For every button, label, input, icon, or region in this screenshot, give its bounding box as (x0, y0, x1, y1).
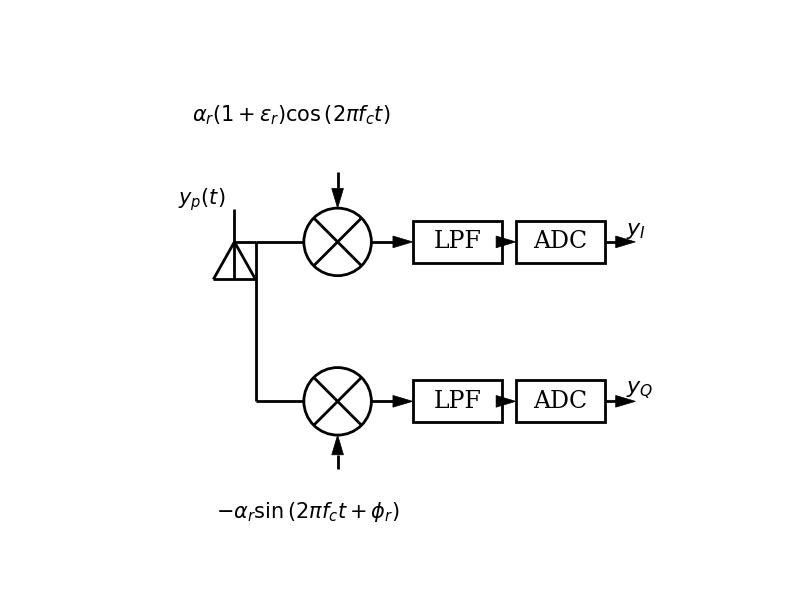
Text: $y_I$: $y_I$ (626, 219, 646, 241)
Text: ADC: ADC (533, 390, 587, 413)
Text: LPF: LPF (433, 230, 481, 253)
Bar (412, 221, 501, 263)
Circle shape (304, 208, 372, 276)
Polygon shape (332, 435, 343, 455)
Polygon shape (496, 395, 516, 407)
Text: $\alpha_r\left(1+\varepsilon_r\right)\cos\left(2\pi f_c t\right)$: $\alpha_r\left(1+\varepsilon_r\right)\co… (193, 104, 391, 127)
Bar (516, 380, 605, 423)
Polygon shape (393, 395, 412, 407)
Bar (516, 221, 605, 263)
Polygon shape (393, 236, 412, 248)
Polygon shape (615, 395, 635, 407)
Text: $-\alpha_r\sin\left(2\pi f_c t+\phi_r\right)$: $-\alpha_r\sin\left(2\pi f_c t+\phi_r\ri… (216, 499, 400, 524)
Bar (412, 380, 501, 423)
Text: $y_Q$: $y_Q$ (626, 379, 654, 401)
Polygon shape (332, 188, 343, 208)
Text: $y_p\left(t\right)$: $y_p\left(t\right)$ (178, 186, 225, 213)
Polygon shape (496, 236, 516, 248)
Polygon shape (615, 236, 635, 248)
Text: LPF: LPF (433, 390, 481, 413)
Text: ADC: ADC (533, 230, 587, 253)
Circle shape (304, 368, 372, 435)
